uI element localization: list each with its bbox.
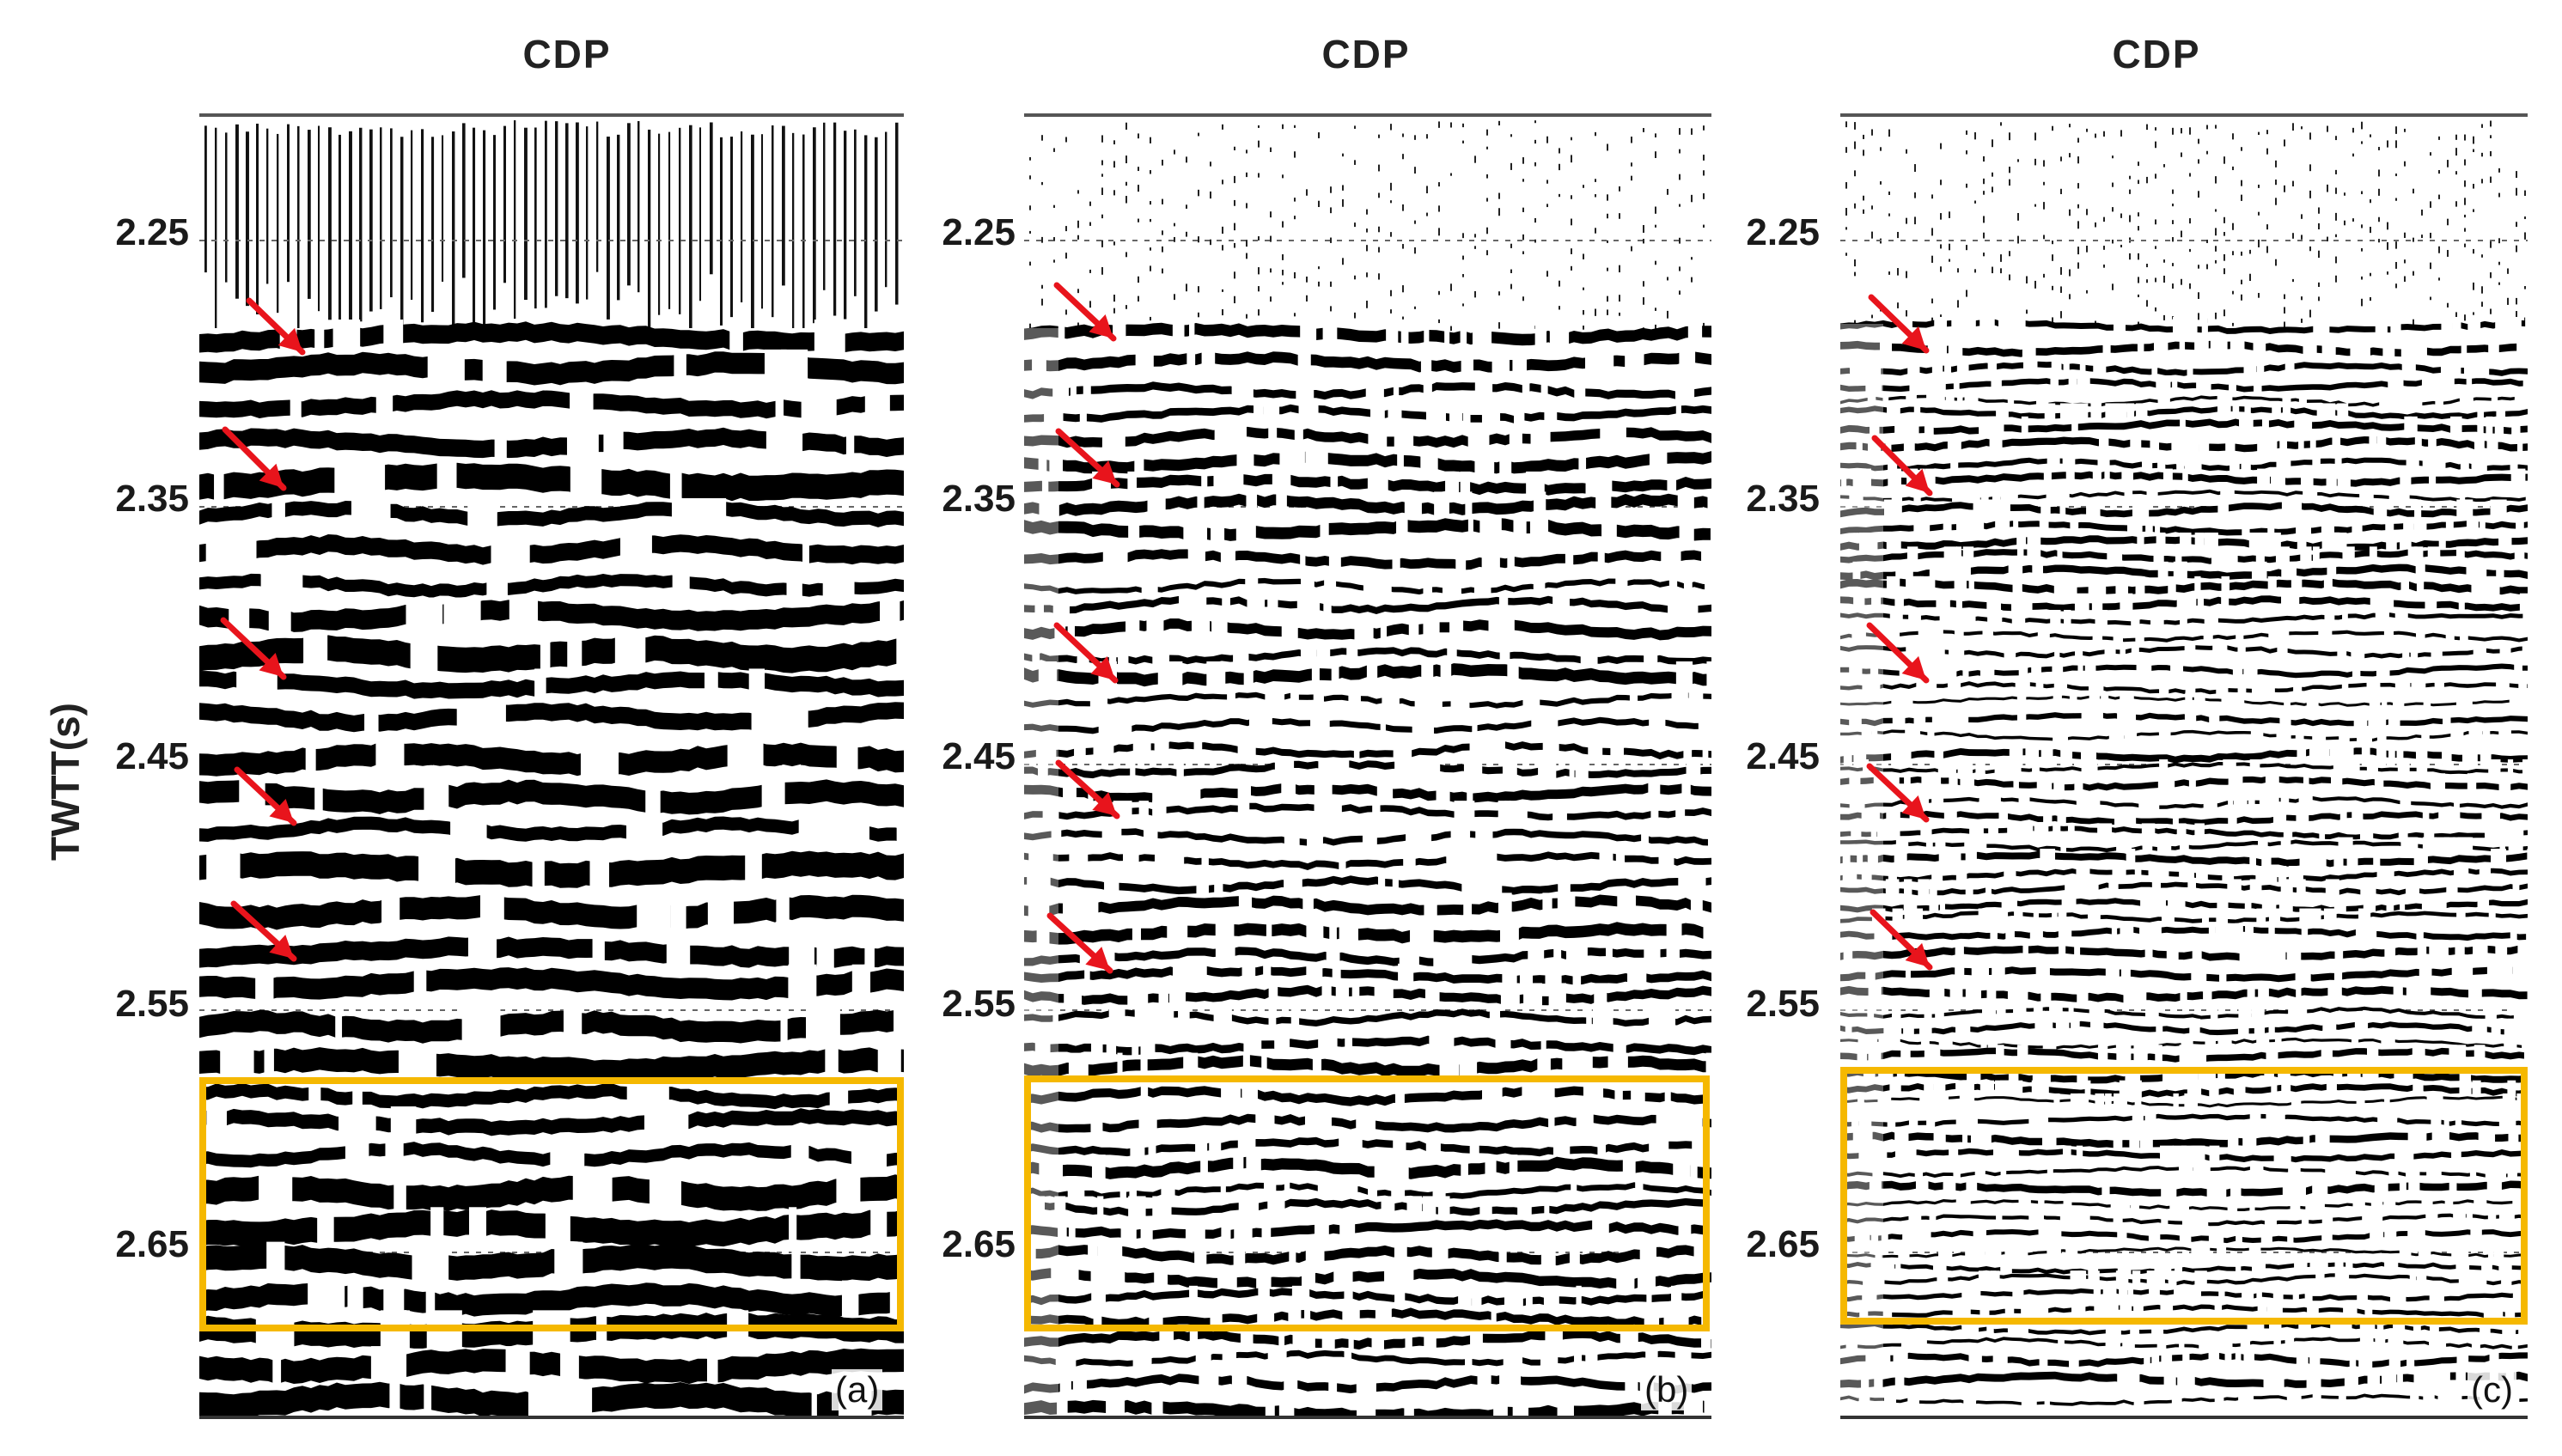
panel-b-letter: (b) — [1641, 1369, 1693, 1410]
secB-svg — [1024, 113, 1711, 1419]
panel-c-letter: (c) — [2467, 1369, 2516, 1410]
panel-c-title: CDP — [2112, 32, 2201, 76]
y-axis-label: TWTT(s) — [43, 703, 88, 861]
panel-b-tick-2: 2.35 — [942, 478, 1016, 520]
panel-c-tick-1: 2.25 — [1746, 211, 1820, 253]
panel-a-tick-3: 2.45 — [115, 735, 189, 777]
panel-c-tick-2: 2.35 — [1746, 478, 1820, 520]
panel-b-tick-5: 2.65 — [942, 1223, 1016, 1265]
panel-a-tick-2: 2.35 — [115, 478, 189, 520]
panel-b-seismic-section — [1024, 113, 1711, 1419]
panel-a-tick-4: 2.55 — [115, 983, 189, 1025]
panel-a-title: CDP — [522, 32, 612, 76]
panel-c-tick-4: 2.55 — [1746, 983, 1820, 1025]
panel-b-tick-3: 2.45 — [942, 735, 1016, 777]
panel-b-title: CDP — [1321, 32, 1411, 76]
panel-b-tick-4: 2.55 — [942, 983, 1016, 1025]
panel-a-tick-1: 2.25 — [115, 211, 189, 253]
panel-c-seismic-section — [1840, 113, 2528, 1419]
panel-a-seismic-section — [199, 113, 904, 1419]
panel-a-letter: (a) — [832, 1369, 883, 1410]
panel-c-tick-3: 2.45 — [1746, 735, 1820, 777]
panel-c-tick-5: 2.65 — [1746, 1223, 1820, 1265]
panel-a-tick-5: 2.65 — [115, 1223, 189, 1265]
secC-svg — [1840, 113, 2528, 1419]
panel-b-tick-1: 2.25 — [942, 211, 1016, 253]
secA-svg — [199, 113, 904, 1419]
